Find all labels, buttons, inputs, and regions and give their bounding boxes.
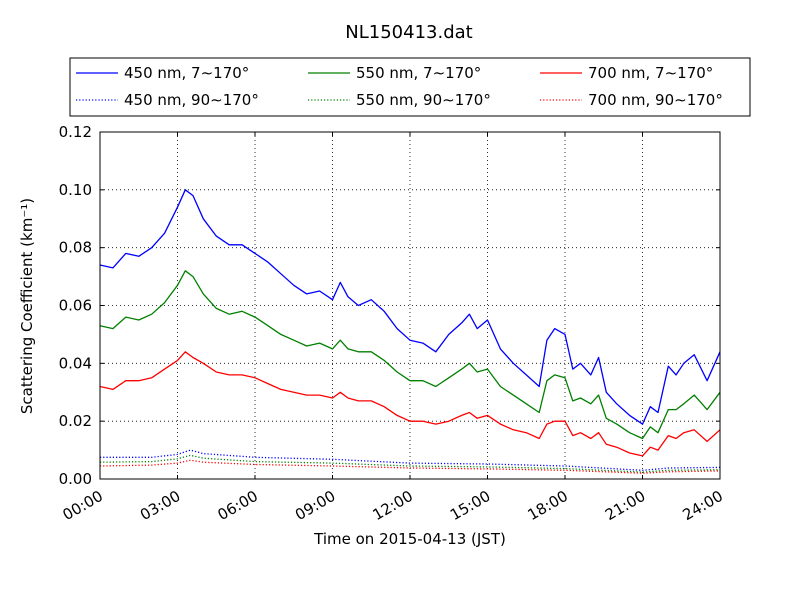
legend-frame — [69, 57, 751, 117]
legend-label-0: 450 nm, 7∼170° — [124, 64, 249, 82]
y-tick-label: 0.06 — [59, 297, 92, 315]
y-tick-label: 0.04 — [59, 354, 92, 372]
chart-title: NL150413.dat — [345, 22, 472, 43]
series-line-5 — [99, 459, 721, 474]
y-tick-label: 0.00 — [59, 470, 92, 488]
legend-label-5: 700 nm, 90∼170° — [588, 91, 723, 109]
x-tick-label: 15:00 — [447, 487, 493, 524]
series-line-0 — [99, 189, 721, 425]
x-tick-label: 06:00 — [215, 487, 261, 524]
y-tick-label: 0.12 — [59, 123, 92, 141]
series-line-3 — [99, 454, 721, 473]
legend-label-3: 550 nm, 90∼170° — [356, 91, 491, 109]
series-line-1 — [100, 449, 721, 471]
x-tick-label: 12:00 — [370, 487, 416, 524]
x-tick-label: 09:00 — [292, 487, 338, 524]
y-tick-label: 0.10 — [59, 181, 92, 199]
x-tick-label: 03:00 — [137, 487, 183, 524]
plot-area: 00:00 03:00 06:00 09:00 12:00 15:00 18:00 21:00… — [59, 123, 726, 524]
series-line-2 — [99, 270, 721, 440]
x-tick-label: 00:00 — [60, 487, 106, 524]
x-tick-label: 24:00 — [680, 487, 726, 524]
x-axis-label: Time on 2015-04-13 (JST) — [313, 530, 506, 548]
y-axis-label: Scattering Coefficient (km⁻¹) — [18, 198, 36, 414]
x-tick-label: 21:00 — [602, 487, 648, 524]
legend-label-2: 550 nm, 7∼170° — [356, 64, 481, 82]
y-tick-label: 0.08 — [59, 239, 92, 257]
y-tick-label: 0.02 — [59, 412, 92, 430]
legend-label-1: 450 nm, 90∼170° — [124, 91, 259, 109]
series-line-4 — [99, 351, 721, 457]
x-tick-label: 18:00 — [525, 487, 571, 524]
legend-label-4: 700 nm, 7∼170° — [588, 64, 713, 82]
legend: 450 nm, 7∼170° 450 nm, 90∼170° 550 nm, 7∼1… — [69, 57, 751, 117]
